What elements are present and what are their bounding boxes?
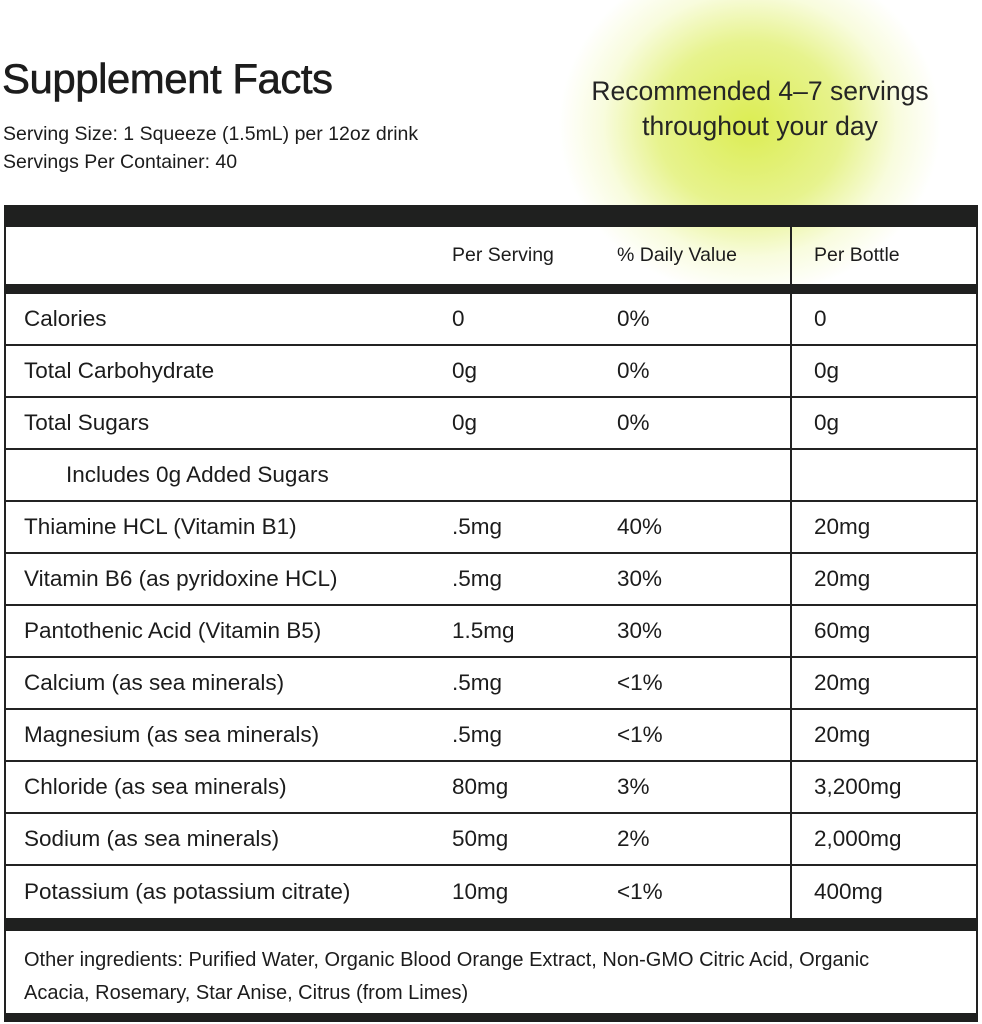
cell-per-serving: 1.5mg (452, 618, 515, 643)
cell-per-serving: .5mg (452, 566, 503, 591)
top-black-band (4, 205, 978, 227)
cell-nutrient-name: Magnesium (as sea minerals) (24, 722, 320, 747)
other-ingredients-note: Other ingredients: Purified Water, Organ… (4, 931, 978, 1013)
recommendation-text: Recommended 4–7 servings throughout your… (540, 74, 980, 144)
cell-per-bottle: 60mg (790, 606, 976, 656)
bottom-black-band (4, 1013, 978, 1022)
table-row: Magnesium (as sea minerals) .5mg <1% 20mg (6, 710, 976, 762)
cell-per-bottle: 0g (790, 398, 976, 448)
table-header-row: Per Serving % Daily Value Per Bottle (4, 227, 978, 284)
cell-per-serving: 0 (452, 306, 465, 331)
recommendation-line-1: Recommended 4–7 servings (591, 76, 929, 106)
cell-per-serving: 0g (452, 410, 478, 435)
column-header-daily-value: % Daily Value (617, 244, 737, 266)
cell-per-bottle: 20mg (790, 710, 976, 760)
table-row: Sodium (as sea minerals) 50mg 2% 2,000mg (6, 814, 976, 866)
cell-per-bottle: 20mg (790, 554, 976, 604)
cell-nutrient-name: Potassium (as potassium citrate) (24, 879, 351, 904)
cell-per-bottle: 0 (790, 294, 976, 344)
table-row: Thiamine HCL (Vitamin B1) .5mg 40% 20mg (6, 502, 976, 554)
cell-per-serving: 80mg (452, 774, 509, 799)
column-header-per-serving: Per Serving (452, 244, 554, 266)
cell-per-bottle: 2,000mg (790, 814, 976, 864)
cell-nutrient-name: Vitamin B6 (as pyridoxine HCL) (24, 566, 338, 591)
cell-per-bottle: 20mg (790, 658, 976, 708)
cell-per-serving: 0g (452, 358, 478, 383)
cell-per-serving: .5mg (452, 670, 503, 695)
cell-nutrient-name: Calories (24, 306, 107, 331)
cell-per-bottle: 400mg (790, 866, 976, 918)
cell-per-bottle: 3,200mg (790, 762, 976, 812)
page-title: Supplement Facts (2, 55, 334, 103)
table-row: Potassium (as potassium citrate) 10mg <1% 4… (6, 866, 976, 918)
cell-nutrient-name: Sodium (as sea minerals) (24, 826, 280, 851)
cell-daily-value: 0% (617, 306, 650, 331)
recommendation-line-2: throughout your day (642, 111, 878, 141)
facts-table: Per Serving % Daily Value Per Bottle Cal… (4, 205, 978, 1022)
cell-daily-value: 30% (617, 618, 663, 643)
table-row: Calories 0 0% 0 (6, 294, 976, 346)
facts-rows: Calories 0 0% 0 Total Carbohydrate 0g 0% 0g Tota… (4, 294, 978, 918)
cell-daily-value: <1% (617, 670, 663, 695)
cell-nutrient-name: Pantothenic Acid (Vitamin B5) (24, 618, 322, 643)
cell-daily-value: 0% (617, 410, 650, 435)
cell-daily-value: <1% (617, 879, 663, 904)
servings-per-container-text: Servings Per Container: 40 (3, 151, 238, 173)
serving-size-text: Serving Size: 1 Squeeze (1.5mL) per 12oz… (3, 123, 419, 145)
table-row: Vitamin B6 (as pyridoxine HCL) .5mg 30% 20m… (6, 554, 976, 606)
cell-daily-value: <1% (617, 722, 663, 747)
cell-daily-value: 40% (617, 514, 663, 539)
footer-divider-band (4, 918, 978, 931)
cell-daily-value: 0% (617, 358, 650, 383)
cell-daily-value: 2% (617, 826, 650, 851)
cell-nutrient-name: Includes 0g Added Sugars (66, 462, 329, 487)
cell-nutrient-name: Calcium (as sea minerals) (24, 670, 285, 695)
table-row: Chloride (as sea minerals) 80mg 3% 3,200mg (6, 762, 976, 814)
table-row: Total Sugars 0g 0% 0g (6, 398, 976, 450)
cell-nutrient-name: Total Sugars (24, 410, 150, 435)
cell-per-bottle (790, 450, 976, 500)
cell-nutrient-name: Chloride (as sea minerals) (24, 774, 287, 799)
cell-nutrient-name: Total Carbohydrate (24, 358, 215, 383)
header-divider-band (4, 284, 978, 294)
column-header-per-bottle: Per Bottle (790, 227, 976, 284)
cell-daily-value: 3% (617, 774, 650, 799)
table-row: Calcium (as sea minerals) .5mg <1% 20mg (6, 658, 976, 710)
serving-info: Serving Size: 1 Squeeze (1.5mL) per 12oz… (3, 120, 418, 176)
table-row: Includes 0g Added Sugars (6, 450, 976, 502)
cell-per-bottle: 0g (790, 346, 976, 396)
cell-per-serving: .5mg (452, 514, 503, 539)
cell-per-bottle: 20mg (790, 502, 976, 552)
cell-daily-value: 30% (617, 566, 663, 591)
cell-per-serving: .5mg (452, 722, 503, 747)
table-row: Total Carbohydrate 0g 0% 0g (6, 346, 976, 398)
table-row: Pantothenic Acid (Vitamin B5) 1.5mg 30% 60m… (6, 606, 976, 658)
cell-per-serving: 10mg (452, 879, 509, 904)
cell-nutrient-name: Thiamine HCL (Vitamin B1) (24, 514, 297, 539)
cell-per-serving: 50mg (452, 826, 509, 851)
